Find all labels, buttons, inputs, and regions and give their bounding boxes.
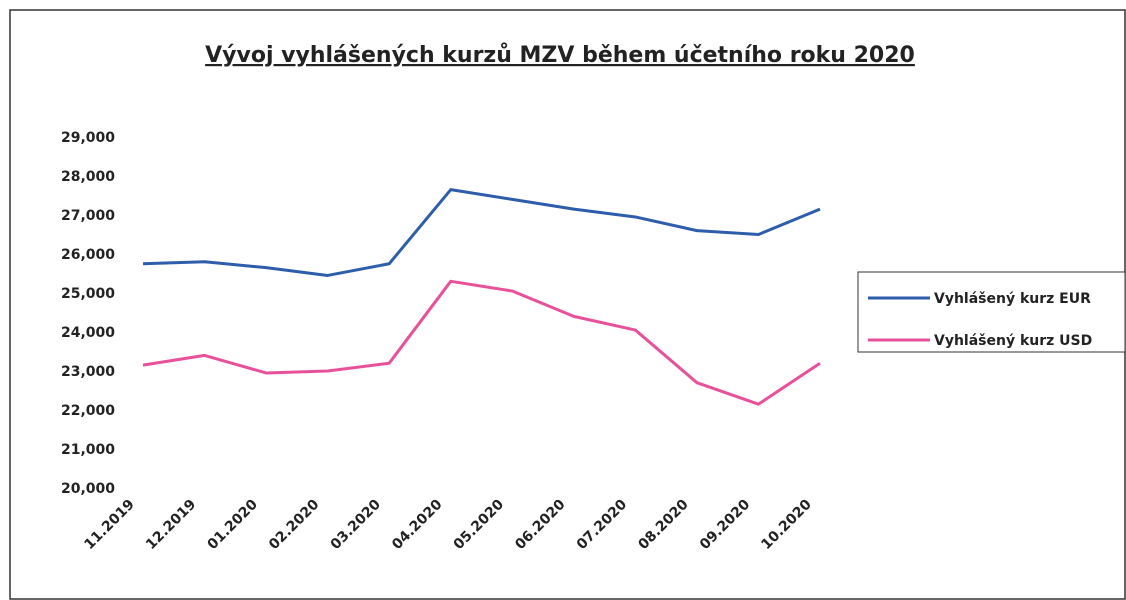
x-tick-label: 05.2020 (451, 496, 508, 553)
series-line (142, 279, 821, 406)
y-tick-label: 22,000 (61, 403, 115, 419)
legend-label: Vyhlášený kurz EUR (934, 291, 1091, 307)
series-line (142, 188, 821, 277)
chart-title: Vývoj vyhlášených kurzů MZV během účetní… (205, 43, 915, 68)
x-tick-label: 07.2020 (574, 496, 631, 553)
x-tick-label: 02.2020 (266, 496, 323, 553)
legend-label: Vyhlášený kurz USD (934, 333, 1092, 349)
y-tick-label: 26,000 (61, 247, 115, 263)
y-tick-label: 25,000 (61, 286, 115, 302)
x-tick-label: 01.2020 (205, 496, 262, 553)
x-tick-label: 06.2020 (512, 496, 569, 553)
x-tick-label: 08.2020 (635, 496, 692, 553)
x-tick-label: 03.2020 (328, 496, 385, 553)
y-tick-label: 23,000 (61, 364, 115, 380)
x-tick-label: 04.2020 (389, 496, 446, 553)
y-tick-label: 29,000 (61, 130, 115, 146)
x-tick-label: 12.2019 (143, 497, 199, 553)
y-tick-label: 21,000 (61, 442, 115, 458)
x-tick-label: 09.2020 (697, 496, 754, 553)
y-tick-label: 27,000 (61, 208, 115, 224)
x-tick-label: 11.2019 (81, 497, 137, 553)
x-tick-label: 10.2020 (758, 496, 815, 553)
y-tick-label: 28,000 (61, 169, 115, 185)
y-tick-label: 20,000 (61, 481, 115, 497)
y-tick-label: 24,000 (61, 325, 115, 341)
